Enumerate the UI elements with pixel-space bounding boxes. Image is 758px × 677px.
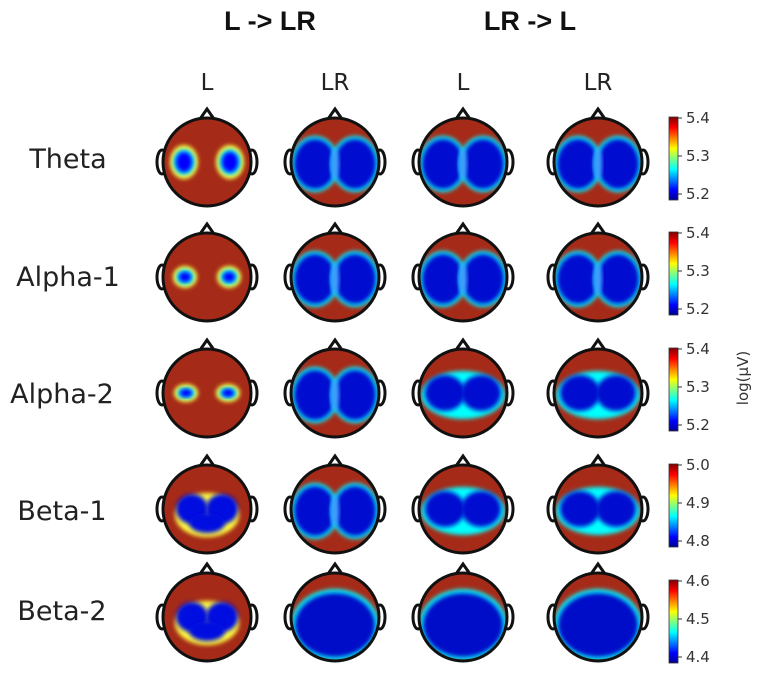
colorbar-tick-label: 5.4 xyxy=(686,340,710,358)
band-label-alpha-2: Alpha-2 xyxy=(10,379,114,410)
topomap-theta-4 xyxy=(546,106,650,208)
colorbar-tick-label: 5.2 xyxy=(686,185,710,203)
topomap-beta-1-3 xyxy=(411,453,515,555)
colorbar-beta-1: 5.0 4.9 4.8 xyxy=(668,456,710,550)
colorbar-tick-label: 5.2 xyxy=(686,300,710,318)
colorbar-beta-2: 4.6 4.5 4.4 xyxy=(668,572,710,666)
colorbar-group: 5.45.35.25.45.35.25.45.35.25.04.94.84.64… xyxy=(668,109,710,666)
band-label-beta-1: Beta-1 xyxy=(17,496,106,527)
column-label: L xyxy=(201,70,214,96)
topomap-beta-1-2 xyxy=(283,453,387,555)
band-label-alpha-1: Alpha-1 xyxy=(16,262,120,293)
column-label: LR xyxy=(321,70,350,96)
topomap-alpha-1-4 xyxy=(546,221,650,323)
topomap-alpha-1-3 xyxy=(411,221,515,323)
topomap-beta-2-2 xyxy=(283,561,387,663)
topomap-beta-1-1 xyxy=(155,453,259,555)
column-label: LR xyxy=(584,70,613,96)
colorbar-tick-label: 5.3 xyxy=(686,262,710,280)
colorbar-tick-label: 4.8 xyxy=(686,532,710,550)
colorbar-tick-label: 5.3 xyxy=(686,378,710,396)
colorbar-tick-label: 5.0 xyxy=(686,456,710,474)
colorbar-tick-label: 4.9 xyxy=(686,494,710,512)
colorbar-theta: 5.4 5.3 5.2 xyxy=(668,109,710,203)
colorbar-tick-label: 5.3 xyxy=(686,147,710,165)
topomap-theta-3 xyxy=(411,106,515,208)
band-label-beta-2: Beta-2 xyxy=(17,596,106,627)
colorbar-alpha-2: 5.4 5.3 5.2 xyxy=(668,340,710,434)
topomap-beta-2-4 xyxy=(546,561,650,663)
condition-title-lr-to-l: LR -> L xyxy=(484,6,576,36)
condition-title-l-to-lr: L -> LR xyxy=(224,6,316,36)
topomap-grid xyxy=(155,106,650,663)
colorbar-alpha-1: 5.4 5.3 5.2 xyxy=(668,224,710,318)
topomap-alpha-2-3 xyxy=(411,337,515,439)
band-label-theta: Theta xyxy=(28,144,106,175)
topomap-alpha-2-1 xyxy=(155,337,259,439)
topomap-alpha-1-1 xyxy=(155,221,259,323)
topomap-theta-1 xyxy=(155,106,259,208)
topomap-alpha-1-2 xyxy=(283,221,387,323)
colorbar-tick-label: 5.2 xyxy=(686,416,710,434)
colorbar-tick-label: 5.4 xyxy=(686,109,710,127)
colorbar-unit-label: log(μV) xyxy=(734,351,752,405)
topomap-beta-2-1 xyxy=(155,561,259,663)
colorbar-tick-label: 4.6 xyxy=(686,572,710,590)
colorbar-tick-label: 4.5 xyxy=(686,610,710,628)
column-label: L xyxy=(457,70,470,96)
topomap-alpha-2-2 xyxy=(283,337,387,439)
topomap-beta-1-4 xyxy=(546,453,650,555)
colorbar-tick-label: 4.4 xyxy=(686,648,710,666)
topomap-theta-2 xyxy=(283,106,387,208)
topomap-alpha-2-4 xyxy=(546,337,650,439)
topomap-beta-2-3 xyxy=(411,561,515,663)
colorbar-tick-label: 5.4 xyxy=(686,224,710,242)
